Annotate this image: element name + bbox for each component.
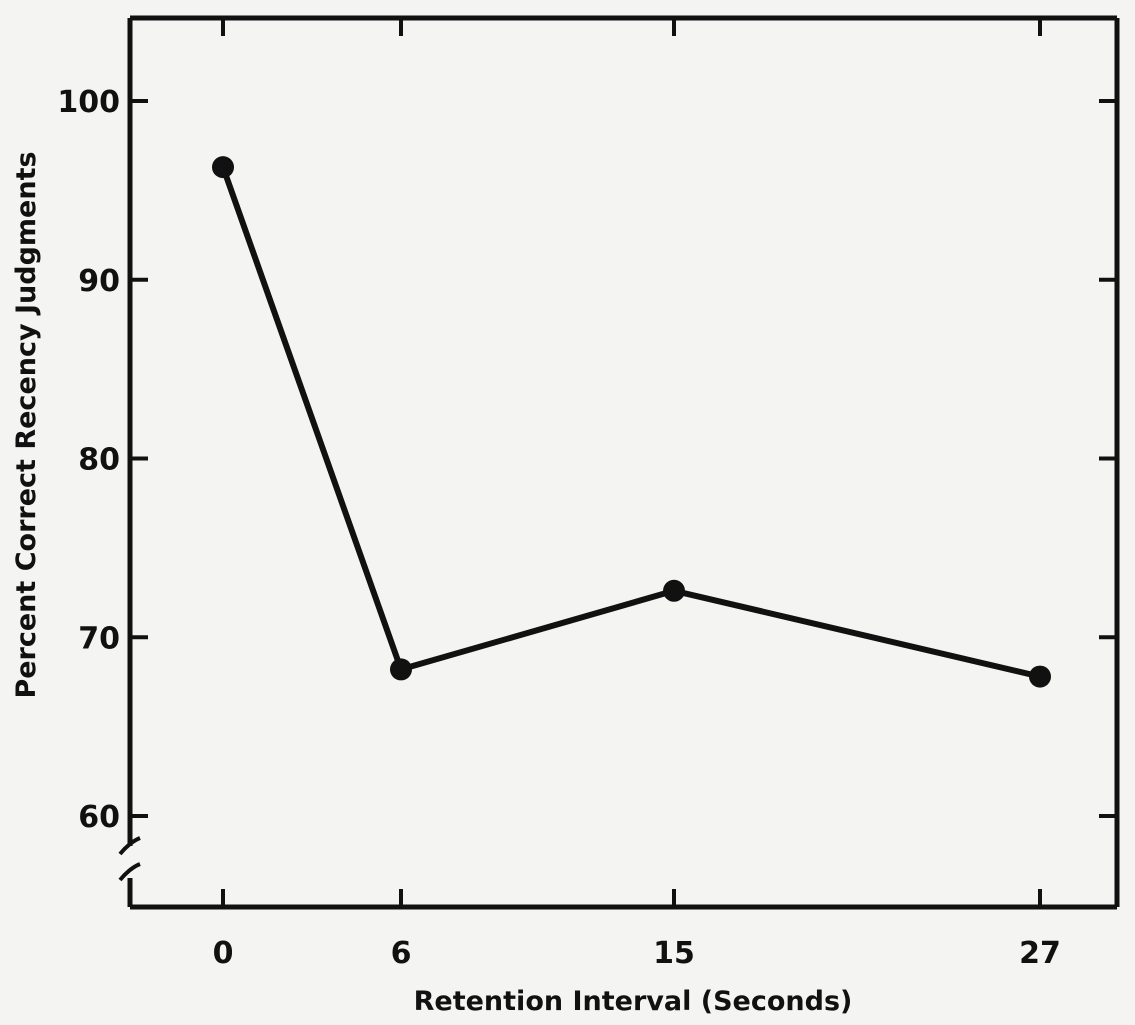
x-tick-label: 6 [391, 936, 412, 971]
y-tick-labels: 60 70 80 90 100 [57, 85, 120, 835]
x-tick-label: 27 [1019, 936, 1061, 971]
y-tick-label: 80 [78, 443, 120, 478]
break-stroke-upper [118, 836, 141, 856]
y-tick-label: 70 [78, 621, 120, 656]
y-tick-label: 60 [78, 800, 120, 835]
axis-ticks [130, 18, 1117, 907]
y-tick-label: 90 [78, 264, 120, 299]
break-stroke-lower [118, 862, 141, 882]
series-group [212, 156, 1051, 688]
data-point [212, 156, 234, 179]
x-tick-label: 0 [213, 936, 234, 971]
y-axis-break-mark [118, 836, 141, 882]
x-tick-label: 15 [653, 936, 695, 971]
data-point [663, 579, 685, 602]
y-axis-title: Percent Correct Recency Judgments [11, 151, 42, 698]
data-point [1029, 665, 1051, 688]
plot-frame [127, 15, 1120, 910]
series-line [220, 166, 1041, 680]
data-point [390, 658, 412, 681]
x-tick-labels: 0 6 15 27 [213, 936, 1061, 971]
y-tick-label: 100 [57, 85, 120, 120]
x-axis-title: Retention Interval (Seconds) [414, 986, 853, 1017]
